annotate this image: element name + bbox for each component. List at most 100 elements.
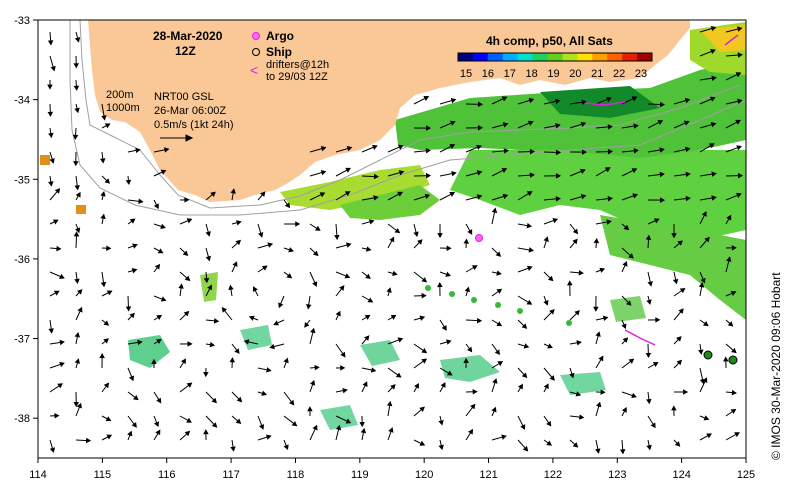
current-arrowhead: [230, 188, 236, 194]
current-arrowhead: [57, 383, 63, 389]
land-western-australia: [88, 20, 690, 202]
current-arrowhead: [345, 418, 352, 424]
current-arrowhead: [476, 194, 483, 200]
colorbar-segment: [502, 53, 519, 61]
current-arrowhead: [419, 406, 425, 413]
current-arrowhead: [501, 168, 508, 173]
current-arrowhead: [344, 191, 351, 197]
current-arrowhead: [365, 273, 371, 279]
current-arrowhead: [684, 98, 691, 104]
argo-legend-label: Argo: [266, 29, 294, 43]
current-arrowhead: [364, 314, 371, 320]
current-arrowhead: [527, 265, 533, 271]
current-arrowhead: [419, 315, 426, 321]
current-arrowhead: [581, 149, 588, 155]
current-arrowhead: [520, 424, 526, 430]
current-arrowhead: [131, 422, 137, 428]
current-arrowhead: [132, 243, 138, 249]
current-arrowhead: [73, 63, 79, 69]
y-tick-label: -33: [14, 15, 30, 27]
current-arrowhead: [314, 364, 320, 371]
current-arrowhead: [730, 290, 737, 296]
current-arrowhead: [304, 322, 310, 328]
current-arrowhead: [555, 173, 562, 179]
current-arrowhead: [278, 302, 284, 309]
current-arrowhead: [491, 406, 497, 413]
current-arrowhead: [103, 382, 110, 389]
colorbar-border: [457, 52, 653, 62]
current-arrowhead: [236, 396, 243, 403]
current-arrowhead: [600, 389, 606, 395]
current-arrowhead: [76, 289, 83, 295]
current-arrowhead: [676, 359, 683, 366]
current-arrowhead: [184, 275, 191, 282]
current-arrowhead: [413, 231, 419, 238]
current-arrowhead: [622, 337, 629, 343]
current-arrowhead: [555, 149, 562, 156]
current-arrowhead: [446, 245, 452, 251]
current-arrowhead: [133, 394, 139, 401]
map-frame: [37, 19, 747, 459]
current-arrowhead: [723, 356, 729, 362]
current-arrowhead: [449, 120, 456, 126]
current-arrowhead: [451, 170, 457, 177]
current-arrowhead: [578, 270, 584, 276]
y-tick-label: -34: [14, 95, 30, 107]
current-arrowhead: [160, 223, 166, 229]
current-arrowhead: [580, 194, 587, 200]
current-arrowhead: [494, 349, 500, 356]
current-arrowhead: [528, 247, 535, 253]
current-arrowhead: [619, 449, 626, 455]
current-arrowhead: [414, 383, 419, 389]
current-arrowhead: [736, 145, 742, 151]
current-arrowhead: [151, 358, 157, 364]
current-arrowhead: [446, 339, 452, 345]
current-arrowhead: [522, 445, 529, 452]
current-arrowhead: [492, 378, 498, 384]
current-arrowhead: [106, 290, 113, 296]
current-arrowhead: [698, 282, 705, 288]
current-arrowhead: [397, 191, 403, 197]
current-arrowhead: [362, 381, 368, 387]
current-arrowhead: [309, 379, 316, 386]
current-arrowhead: [708, 143, 715, 149]
current-arrowhead: [683, 120, 690, 126]
current-arrowhead: [659, 171, 665, 178]
current-arrowhead: [184, 197, 190, 203]
current-arrowhead: [623, 224, 630, 231]
current-arrowhead: [153, 203, 159, 210]
current-arrowhead: [370, 367, 377, 373]
current-arrowhead: [710, 25, 717, 32]
current-arrowhead: [211, 422, 218, 428]
current-arrowhead: [261, 265, 268, 271]
current-arrowhead: [335, 310, 341, 317]
current-arrowhead: [706, 433, 713, 439]
current-arrowhead: [711, 195, 717, 201]
current-arrowhead: [230, 446, 236, 452]
current-arrowhead: [129, 312, 135, 319]
current-arrowhead: [365, 246, 372, 252]
current-arrowhead: [74, 278, 80, 284]
current-arrowhead: [425, 125, 432, 131]
current-arrowhead: [596, 401, 602, 408]
current-arrowhead: [735, 119, 741, 125]
drifter-tracks: [584, 34, 739, 346]
current-arrowhead: [228, 284, 234, 291]
current-arrowhead: [572, 238, 578, 245]
current-arrowhead: [496, 288, 503, 294]
current-arrowhead: [386, 287, 392, 293]
current-arrowhead: [258, 232, 264, 238]
current-arrowhead: [549, 375, 555, 381]
current-arrowhead: [449, 191, 456, 197]
current-arrowhead: [252, 286, 258, 292]
current-arrowhead: [679, 288, 686, 294]
current-arrowhead: [598, 355, 604, 362]
y-tick-label: -38: [14, 413, 30, 425]
current-arrowhead: [526, 191, 533, 197]
current-arrowhead: [210, 191, 216, 197]
current-arrowhead: [572, 442, 579, 448]
current-arrowhead: [685, 195, 691, 202]
colorbar-tick-label: 22: [613, 68, 625, 80]
current-arrowhead: [709, 96, 716, 102]
current-arrowhead: [625, 300, 632, 306]
